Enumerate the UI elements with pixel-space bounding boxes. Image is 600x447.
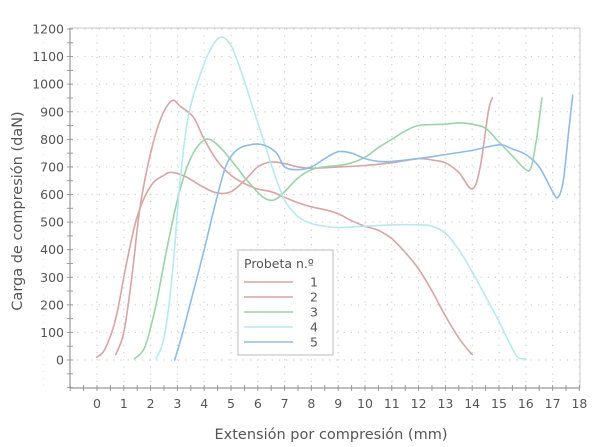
series-line-2 (115, 99, 473, 356)
y-tick-label: 200 (40, 297, 64, 312)
y-tick-label: 100 (40, 325, 64, 340)
legend-title: Probeta n.º (244, 256, 314, 271)
axes: 0100200300400500600700800900100011001200… (32, 22, 587, 411)
y-tick-label: 1000 (32, 77, 64, 92)
y-tick-label: 800 (40, 132, 64, 147)
series-lines (96, 36, 574, 361)
series-line-4 (155, 36, 527, 360)
x-tick-label: 14 (464, 396, 480, 411)
legend-label-3: 3 (310, 305, 318, 320)
y-tick-label: 400 (40, 242, 64, 257)
x-tick-label: 7 (281, 396, 289, 411)
legend-label-4: 4 (310, 320, 318, 335)
x-tick-label: 4 (200, 396, 208, 411)
y-tick-label: 0 (56, 353, 64, 368)
y-tick-label: 300 (40, 270, 64, 285)
x-tick-label: 8 (307, 396, 315, 411)
x-tick-label: 11 (384, 396, 400, 411)
x-tick-label: 1 (120, 396, 128, 411)
y-tick-label: 600 (40, 187, 64, 202)
y-axis-title: Carga de compresión (daN) (10, 111, 26, 310)
x-tick-label: 18 (571, 396, 587, 411)
x-tick-label: 13 (437, 396, 453, 411)
y-tick-label: 700 (40, 159, 64, 174)
x-tick-label: 0 (93, 396, 101, 411)
x-tick-label: 9 (334, 396, 342, 411)
y-tick-label: 500 (40, 215, 64, 230)
x-tick-label: 17 (545, 396, 561, 411)
legend-label-2: 2 (310, 290, 318, 305)
legend-label-1: 1 (310, 275, 318, 290)
legend-label-5: 5 (310, 335, 318, 350)
y-tick-label: 1100 (32, 49, 64, 64)
x-tick-label: 10 (357, 396, 373, 411)
x-tick-label: 6 (254, 396, 262, 411)
y-tick-label: 1200 (32, 22, 64, 37)
y-tick-label: 900 (40, 104, 64, 119)
x-tick-label: 2 (147, 396, 155, 411)
x-tick-label: 5 (227, 396, 235, 411)
x-tick-label: 3 (173, 396, 181, 411)
x-tick-label: 12 (411, 396, 427, 411)
x-tick-label: 15 (491, 396, 507, 411)
series-line-3 (133, 97, 543, 360)
series-line-5 (173, 94, 574, 361)
x-axis-title: Extensión por compresión (mm) (215, 427, 448, 443)
legend-box (237, 249, 334, 356)
x-tick-label: 16 (518, 396, 534, 411)
